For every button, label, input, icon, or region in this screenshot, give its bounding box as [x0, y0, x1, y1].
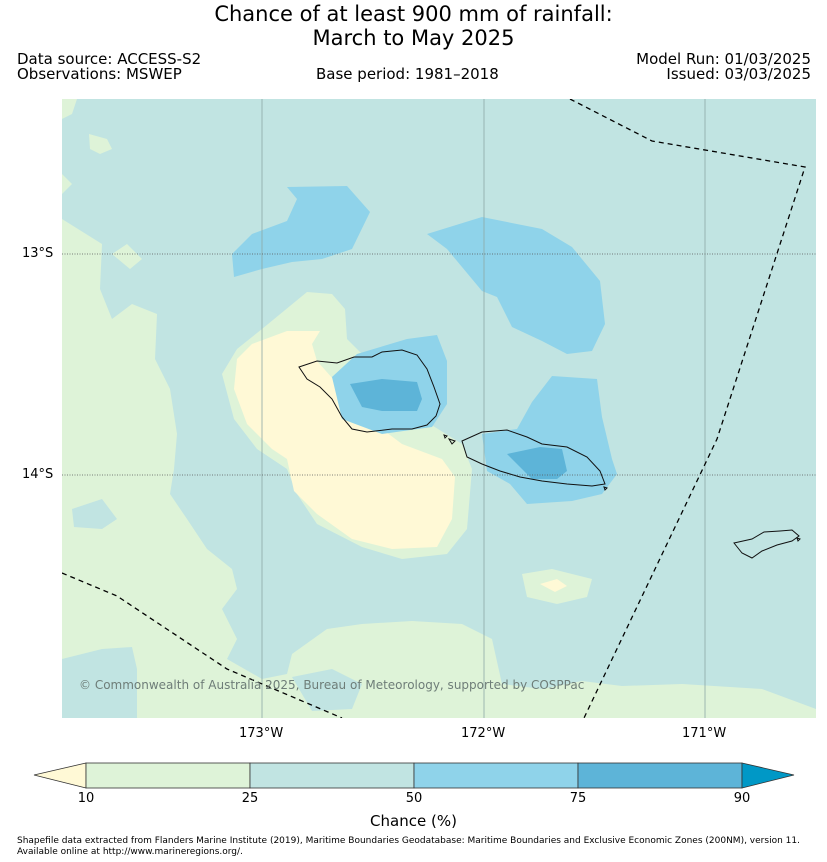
- lat-tick-14s: 14°S: [22, 467, 54, 482]
- title-line-1: Chance of at least 900 mm of rainfall:: [214, 2, 613, 26]
- lon-tick-171w: 171°W: [682, 726, 727, 741]
- colorbar-segment-below-10: [33, 762, 87, 789]
- lon-tick-172w: 172°W: [461, 726, 506, 741]
- island-tutuila: [733, 529, 800, 559]
- island-small: [603, 486, 608, 491]
- lon-tick-173w: 173°W: [239, 726, 284, 741]
- island-savaii: [298, 349, 441, 433]
- zone-below-10-pocket: [540, 579, 567, 592]
- lat-tick-13s: 13°S: [22, 246, 54, 261]
- data-source-label: Data source: ACCESS-S2: [17, 50, 202, 68]
- colorbar-tick-75: 75: [569, 791, 587, 806]
- zone-50-75-savaii: [482, 376, 617, 504]
- colorbar-tick-25: 25: [241, 791, 259, 806]
- islands: [298, 349, 801, 559]
- colorbar-tick-10: 10: [77, 791, 95, 806]
- footer-note: Shapefile data extracted from Flanders M…: [17, 836, 822, 858]
- zone-below-10: [234, 331, 455, 549]
- chart-title: Chance of at least 900 mm of rainfall: M…: [0, 2, 827, 50]
- colorbar: [33, 762, 795, 789]
- model-run-label: Model Run: 01/03/2025: [636, 50, 811, 68]
- colorbar-segment-50-75: [413, 762, 579, 789]
- colorbar-segment-10-25: [85, 762, 251, 789]
- zone-75-90-savaii: [507, 447, 567, 479]
- zone-25-50-south: [292, 669, 362, 711]
- rainfall-probability-map: [62, 99, 816, 718]
- base-period-label: Base period: 1981–2018: [316, 65, 499, 83]
- zone-25-50-sw: [62, 647, 137, 718]
- zone-10-25-small-3: [62, 174, 72, 194]
- island-manono: [447, 438, 456, 445]
- colorbar-tick-50: 50: [405, 791, 423, 806]
- island-apolima: [443, 434, 448, 439]
- copyright-notice: © Commonwealth of Australia 2025, Bureau…: [79, 678, 585, 692]
- island-upolu: [461, 429, 606, 487]
- colorbar-label: Chance (%): [370, 812, 457, 830]
- zone-50-75-ne: [427, 217, 605, 354]
- zones-25-50-inner: [62, 499, 362, 718]
- footer-line-2: Available online at http://www.marinereg…: [17, 847, 243, 857]
- colorbar-segment-75-90: [577, 762, 743, 789]
- colorbar-tick-90: 90: [733, 791, 751, 806]
- island-aunuu: [796, 537, 801, 542]
- observations-label: Observations: MSWEP: [17, 65, 182, 83]
- zone-25-50-dots: [72, 499, 117, 529]
- eez-boundaries: [62, 99, 806, 718]
- zones-75-90: [350, 379, 567, 479]
- title-line-2: March to May 2025: [312, 26, 515, 50]
- zone-10-25-small-1: [89, 134, 112, 154]
- zone-75-90-upolu: [350, 379, 422, 411]
- zone-10-25-west: [62, 219, 816, 718]
- colorbar-segment-above-90: [741, 762, 795, 789]
- zone-10-25-small-2: [62, 99, 77, 119]
- colorbar-segment-25-50: [249, 762, 415, 789]
- footer-line-1: Shapefile data extracted from Flanders M…: [17, 836, 800, 846]
- issued-label: Issued: 03/03/2025: [666, 65, 811, 83]
- zone-10-25-small-4: [112, 244, 142, 269]
- gridlines: [62, 99, 816, 718]
